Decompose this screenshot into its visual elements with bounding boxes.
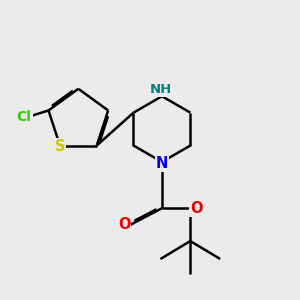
- Text: N: N: [156, 156, 168, 171]
- Text: NH: NH: [149, 83, 172, 96]
- Text: O: O: [190, 201, 203, 216]
- Text: O: O: [118, 217, 130, 232]
- Text: S: S: [55, 140, 65, 154]
- Text: Cl: Cl: [16, 110, 32, 124]
